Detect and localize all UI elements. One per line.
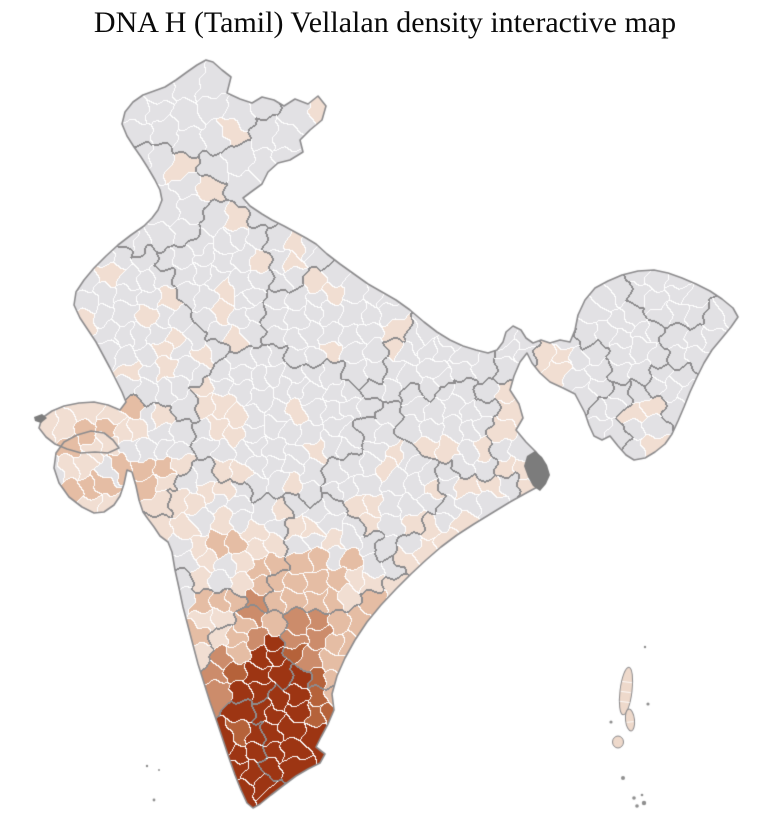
map-title: DNA H (Tamil) Vellalan density interacti… (93, 6, 677, 39)
